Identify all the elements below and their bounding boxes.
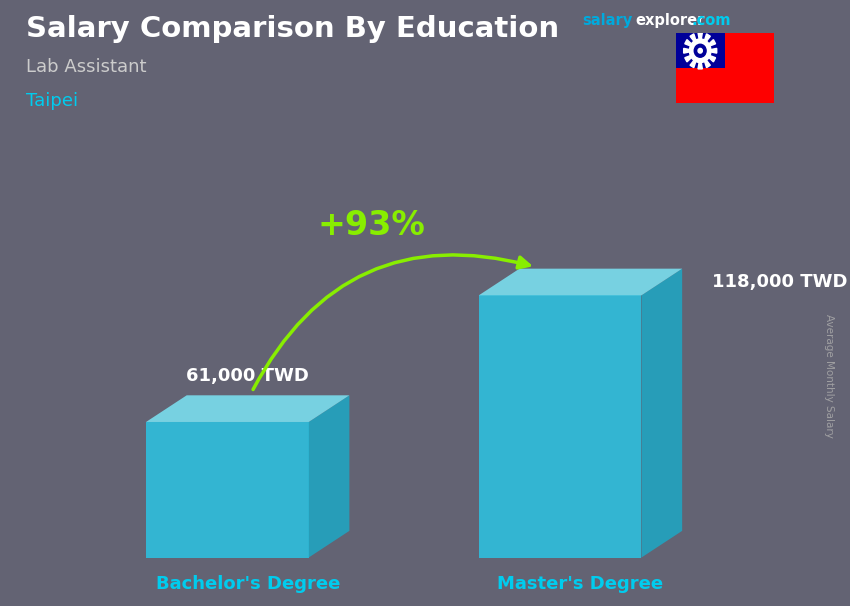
Polygon shape: [690, 34, 698, 46]
Text: Taipei: Taipei: [26, 92, 77, 110]
Polygon shape: [685, 53, 696, 62]
Text: Salary Comparison By Education: Salary Comparison By Education: [26, 15, 558, 43]
Circle shape: [698, 48, 702, 53]
Polygon shape: [703, 55, 711, 68]
Polygon shape: [685, 39, 696, 48]
Text: Lab Assistant: Lab Assistant: [26, 58, 146, 76]
Polygon shape: [309, 395, 349, 558]
Polygon shape: [642, 268, 683, 558]
Polygon shape: [705, 39, 716, 48]
Circle shape: [694, 44, 706, 57]
Polygon shape: [703, 34, 711, 46]
Text: salary: salary: [582, 13, 632, 28]
Polygon shape: [479, 268, 683, 295]
Text: Average Monthly Salary: Average Monthly Salary: [824, 314, 834, 438]
Polygon shape: [698, 33, 702, 45]
Text: 118,000 TWD: 118,000 TWD: [711, 273, 847, 291]
Text: 61,000 TWD: 61,000 TWD: [186, 367, 309, 385]
Polygon shape: [146, 395, 349, 422]
Text: +93%: +93%: [318, 209, 426, 242]
Text: Master's Degree: Master's Degree: [497, 575, 664, 593]
Polygon shape: [146, 422, 309, 558]
Polygon shape: [698, 56, 702, 69]
Polygon shape: [705, 53, 716, 62]
Bar: [676, 33, 724, 68]
Polygon shape: [690, 55, 698, 68]
Polygon shape: [479, 295, 642, 558]
Polygon shape: [705, 48, 717, 53]
Text: Bachelor's Degree: Bachelor's Degree: [156, 575, 340, 593]
Text: explorer: explorer: [635, 13, 705, 28]
Text: .com: .com: [692, 13, 731, 28]
Circle shape: [689, 39, 711, 62]
Polygon shape: [683, 48, 695, 53]
